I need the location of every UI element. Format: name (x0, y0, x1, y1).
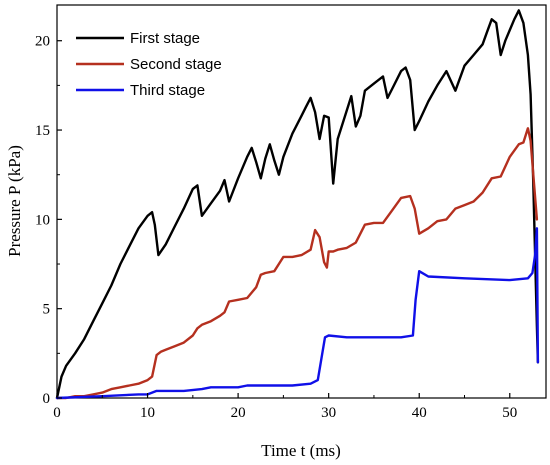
series-line-1 (55, 9, 540, 400)
y-tick-label: 5 (43, 302, 51, 318)
x-tick-label: 0 (53, 405, 61, 421)
x-axis-ticks: 0 10 20 30 40 50 (53, 393, 517, 421)
y-axis-title: Pressure P (kPa) (5, 145, 24, 257)
plot-frame (56, 4, 547, 399)
y-tick-label: 15 (35, 123, 50, 139)
y-tick-label: 0 (43, 391, 51, 407)
legend-label-2: Second stage (130, 56, 222, 73)
y-axis-ticks: 0 5 10 15 20 (35, 34, 62, 407)
y-tick-label: 20 (35, 34, 50, 50)
x-axis-title: Time t (ms) (261, 441, 341, 460)
x-tick-label: 20 (231, 405, 246, 421)
x-tick-label: 40 (412, 405, 427, 421)
series-line-2 (55, 127, 539, 400)
legend: First stage Second stage Third stage (76, 30, 222, 99)
x-tick-label: 50 (502, 405, 517, 421)
y-tick-label: 10 (35, 212, 50, 228)
series-line-3 (55, 227, 540, 400)
series-layer (55, 9, 540, 400)
x-tick-label: 30 (321, 405, 336, 421)
legend-label-1: First stage (130, 30, 200, 47)
legend-label-3: Third stage (130, 82, 205, 99)
x-tick-label: 10 (140, 405, 155, 421)
